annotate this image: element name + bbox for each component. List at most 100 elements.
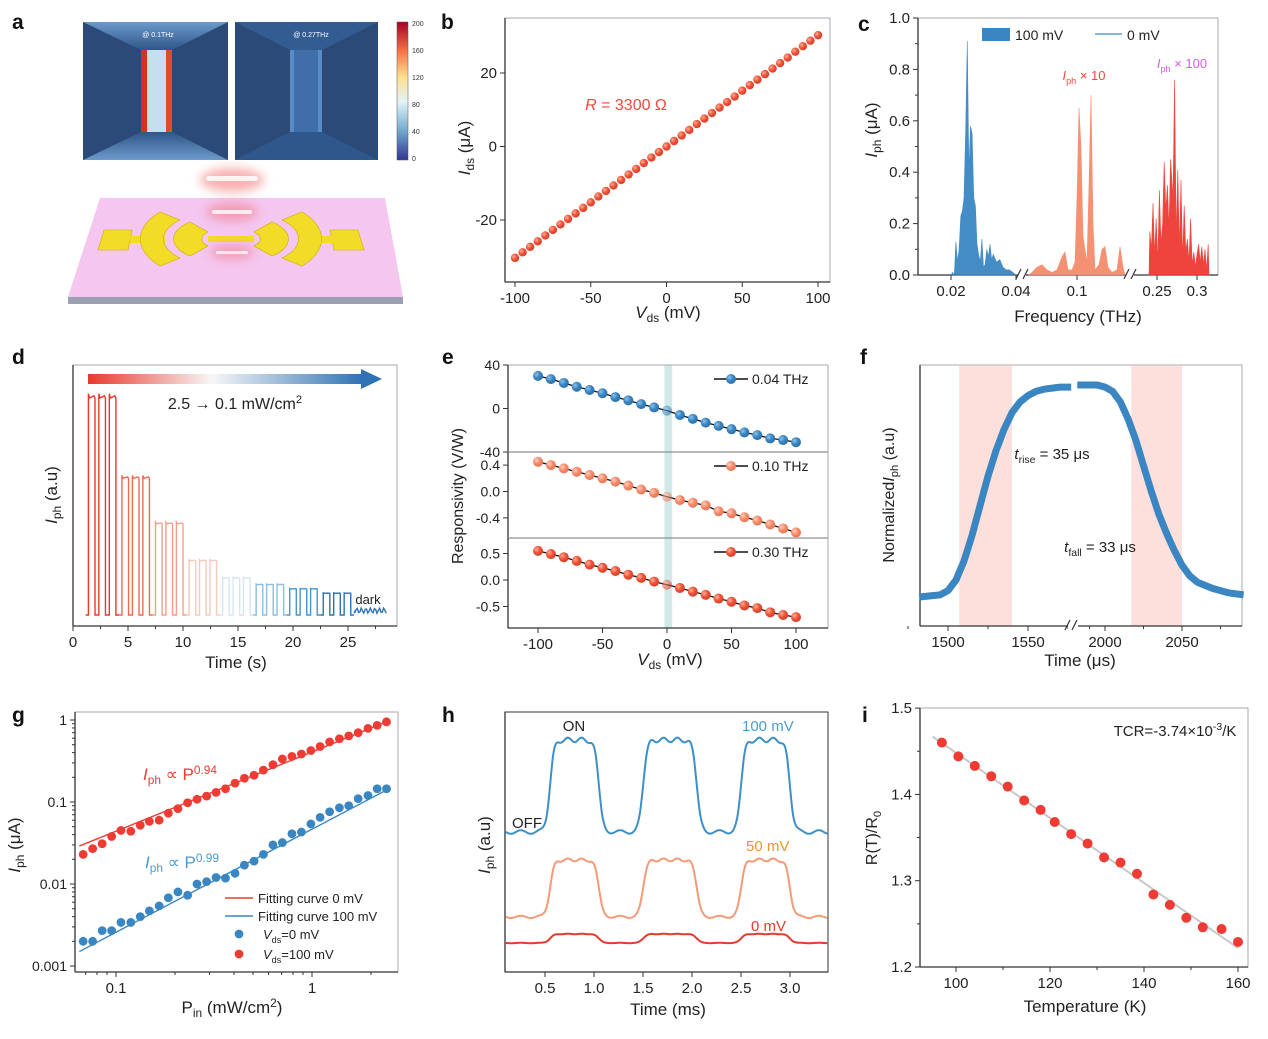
label-segment: I [455,170,474,175]
legend-marker [726,461,736,471]
iv-data-point [518,248,527,257]
photocurrent-point [144,816,154,826]
label-segment: I [1157,56,1161,71]
label-segment: (mV) [661,650,703,669]
label-segment: ds [463,158,477,171]
label-segment: = 33 μs [1082,539,1136,556]
pulse-train-3 [186,557,220,616]
antenna-arm-right [281,211,322,267]
label-segment: ph [1160,64,1170,74]
iv-data-point [738,86,747,95]
iv-data-point [624,170,633,179]
pulse-train-4 [219,576,254,616]
photocurrent-point [211,787,221,797]
dark-trace [353,606,387,616]
resistance-point [1233,936,1243,947]
legend-label: Vds=0 mV [263,927,320,945]
colorbar-tick: 200 [412,21,424,28]
photocurrent-point [315,812,325,822]
antenna-inner-left [173,221,209,257]
responsivity-point [636,399,647,410]
responsivity-point [571,381,582,392]
label-segment: =100 mV [281,947,334,962]
panel-label-a: a [12,11,24,34]
photocurrent-point [277,754,287,764]
x-tick-label: 50 [734,290,751,307]
photocurrent-point [287,751,297,761]
photocurrent-point [277,838,287,847]
label-segment: Time (μs) [1044,651,1116,670]
label-segment: Frequency (THz) [1014,307,1142,326]
y-tick-label: 0.5 [481,546,501,562]
photocurrent-point [183,798,193,808]
label-segment: 0 [872,811,884,817]
field-funnel-bottom [83,132,228,160]
photocurrent-point [259,849,268,859]
x-tick-label: 140 [1131,975,1156,992]
photocurrent-point [382,784,391,794]
field-edge-left [290,50,294,132]
responsivity-point [545,549,556,560]
y-axis-label: Responsivity (V/W) [450,428,467,564]
y-tick-label: 1 [59,712,67,728]
responsivity-point [610,476,621,487]
pulse-train-0 [85,393,120,616]
label-segment: ph [870,140,884,153]
iv-data-point [586,198,595,207]
y-tick-label: 0.0 [481,572,501,588]
photocurrent-point [107,926,117,936]
label-segment: ds [649,658,662,672]
responsivity-point [597,562,608,573]
responsivity-point [545,460,556,471]
label-segment: 2 [296,394,302,406]
on-label: ON [563,718,586,735]
fall-time-annotation: tfall = 33 μs [1064,539,1136,559]
field-funnel-bottom [235,132,378,160]
responsivity-point [558,463,569,474]
x-tick-label: -50 [580,290,602,307]
heatmap-0.27thz: @ 0.27THz [235,22,378,160]
x-tick-label: 15 [230,634,247,651]
responsivity-point [752,430,763,441]
label-segment: R [585,97,597,114]
label-segment: -3 [1213,721,1222,733]
colorbar-tick: 80 [412,102,420,109]
label-segment: Temperature (K) [1024,997,1147,1016]
label-segment: (μA) [862,102,881,139]
photocurrent-point [372,784,382,794]
legend-label: Fitting curve 100 mV [258,909,378,924]
y-tick-label: 40 [484,357,500,373]
resistance-point [1131,868,1142,879]
contact-pad-left [97,229,133,251]
resistance-point [1181,912,1192,923]
x-tick-label: 2000 [1088,634,1121,651]
antenna-inner-right [253,221,289,257]
responsivity-point [571,466,582,477]
responsivity-point [662,579,672,590]
x-axis-label: Vds (mV) [635,303,700,325]
y-tick-label: 0.8 [889,61,910,78]
legend-label: 0.10 THz [752,458,809,474]
photocurrent-point [363,723,373,733]
field-edge-right [166,50,172,132]
responsivity-point [765,433,776,444]
field-channel [290,50,322,132]
label-segment: ds [272,935,282,945]
field-funnel-top [235,22,378,50]
responsivity-subplot-2: 0.5 0.0 -0.5 0.30 THz [476,537,829,629]
y-tick-label: 0.0 [481,484,501,500]
label-segment: in [193,1006,202,1020]
pulse-train-7 [320,591,355,616]
photocurrent-point [306,819,316,829]
legend-swatch-100mv [982,28,1010,41]
resistance-point [969,760,980,771]
photocurrent-point [154,815,164,825]
x-axis-label: Pin (mW/cm2) [182,996,283,1020]
responsivity-point [739,600,750,611]
resistance-point [986,771,997,782]
responsivity-point [674,582,685,593]
resistance-point [1049,817,1060,828]
label-segment: (a.u) [881,427,898,464]
resistance-point [953,751,964,762]
